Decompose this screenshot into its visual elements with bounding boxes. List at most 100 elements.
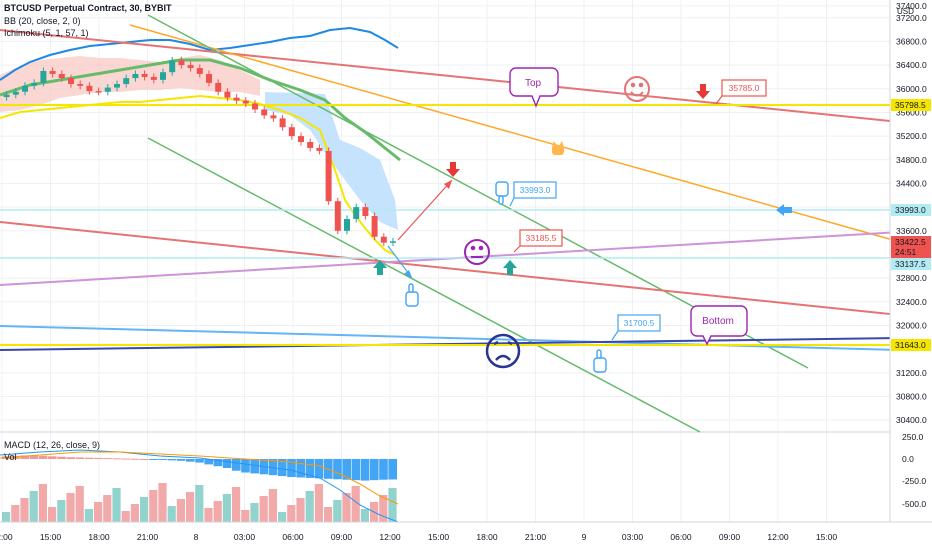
candle-body bbox=[160, 72, 166, 80]
projection-down-arrowhead bbox=[404, 270, 412, 278]
volume-bar bbox=[305, 491, 314, 522]
macd-histogram-bar bbox=[140, 459, 149, 460]
candles bbox=[3, 56, 396, 247]
candle-body bbox=[86, 85, 93, 92]
candle-body bbox=[206, 73, 212, 83]
candle-body bbox=[353, 207, 360, 219]
time-tick-label: 12:00 bbox=[767, 532, 789, 542]
candle-body bbox=[325, 150, 332, 202]
bb-indicator-label[interactable]: BB (20, close, 2, 0) bbox=[4, 16, 81, 26]
macd-histogram-bar bbox=[38, 455, 48, 459]
cat-icon bbox=[552, 141, 564, 155]
volume-bar bbox=[379, 495, 388, 522]
volume-bar bbox=[186, 492, 195, 522]
candle-body bbox=[187, 65, 194, 69]
red-trendline-mid bbox=[0, 221, 901, 316]
candle-body bbox=[169, 60, 176, 73]
macd-tick-label: 0.0 bbox=[902, 454, 914, 464]
macd-histogram-bar bbox=[232, 459, 241, 471]
projection-up-arrow bbox=[397, 179, 453, 241]
arrow-up-marker-2 bbox=[503, 260, 517, 275]
callout-33993[interactable]: 33993.0 bbox=[509, 181, 557, 207]
callout-35785[interactable]: 35785.0 bbox=[715, 79, 767, 105]
macd-histogram-bar bbox=[360, 459, 370, 481]
candle-body bbox=[22, 85, 28, 92]
time-axis[interactable] bbox=[0, 522, 932, 550]
callout-33185-text: 33185.5 bbox=[526, 233, 557, 243]
time-tick-label: 18:00 bbox=[88, 532, 110, 542]
orange-trendline bbox=[129, 24, 901, 243]
macd-histogram-bar bbox=[75, 457, 85, 459]
candle-body bbox=[279, 118, 286, 128]
time-tick-label: 8 bbox=[194, 532, 199, 542]
price-tick-label: 36800.0 bbox=[896, 36, 927, 46]
candle-body bbox=[334, 201, 341, 231]
volume-bar bbox=[20, 498, 29, 522]
macd-histogram-bar bbox=[250, 459, 259, 474]
candle-body bbox=[307, 142, 314, 148]
time-tick-label: 03:00 bbox=[622, 532, 644, 542]
volume-bar bbox=[287, 505, 296, 522]
signal-line bbox=[0, 451, 399, 505]
candle-body bbox=[270, 115, 277, 119]
macd-histogram-bar bbox=[342, 459, 351, 480]
candle-body bbox=[215, 82, 222, 92]
pointing-hand-icon-3 bbox=[593, 349, 607, 373]
candle-body bbox=[141, 73, 148, 77]
volume-bar bbox=[84, 509, 93, 522]
macd-histogram-bar bbox=[351, 459, 361, 481]
candle-body bbox=[371, 216, 378, 237]
time-tick-label: 03:00 bbox=[234, 532, 256, 542]
volume-bar bbox=[232, 487, 241, 522]
volume-bar bbox=[158, 483, 167, 522]
macd-histogram-bar bbox=[112, 458, 121, 460]
candle-body bbox=[12, 91, 19, 95]
volume-indicator-label[interactable]: Vol bbox=[4, 452, 17, 462]
macd-histogram-bar bbox=[48, 456, 57, 459]
candle-body bbox=[261, 109, 268, 116]
price-tick-label: 30800.0 bbox=[896, 391, 927, 401]
time-tick-label: 06:00 bbox=[282, 532, 304, 542]
macd-histogram-bar bbox=[370, 459, 379, 481]
volume-bar bbox=[324, 507, 333, 522]
price-tag bbox=[891, 236, 931, 248]
price-tick-label: 36400.0 bbox=[896, 60, 927, 70]
ichimoku-indicator-label[interactable]: Ichimoku (5, 1, 57, 1) bbox=[4, 28, 89, 38]
price-tag-text: 31643.0 bbox=[895, 340, 926, 350]
neutral-face-icon bbox=[464, 239, 490, 265]
macd-histogram-bar bbox=[57, 456, 66, 459]
macd-histogram-bar bbox=[296, 459, 305, 478]
macd-histogram-bar bbox=[94, 457, 103, 459]
candle-body bbox=[40, 71, 47, 83]
macd-histogram-bar bbox=[333, 459, 342, 480]
callout-bottom[interactable]: Bottom bbox=[690, 305, 748, 346]
time-tick-label: 12:00 bbox=[0, 532, 13, 542]
symbol-title[interactable]: BTCUSD Perpetual Contract, 30, BYBIT bbox=[4, 3, 172, 13]
candle-body bbox=[178, 60, 185, 66]
volume-bar bbox=[351, 486, 360, 522]
arrow-down-marker-1 bbox=[446, 162, 460, 177]
volume-bar bbox=[342, 493, 351, 522]
callout-33185[interactable]: 33185.5 bbox=[513, 229, 563, 253]
candle-body bbox=[95, 91, 102, 93]
time-tick-label: 12:00 bbox=[379, 532, 401, 542]
worried-face-icon bbox=[485, 333, 521, 369]
macd-histogram-bar bbox=[287, 459, 296, 477]
volume-bar bbox=[296, 498, 305, 522]
candle-body bbox=[233, 97, 240, 101]
volume-bar bbox=[167, 506, 176, 522]
callout-top[interactable]: Top bbox=[509, 67, 559, 108]
candle-body bbox=[3, 94, 10, 98]
callout-33993-text: 33993.0 bbox=[520, 185, 551, 195]
macd-histogram-bar bbox=[314, 459, 324, 479]
red-trendline-top bbox=[0, 29, 901, 123]
macd-histogram-bar bbox=[213, 459, 223, 467]
candle-body bbox=[224, 91, 231, 98]
macd-histogram-bar bbox=[379, 459, 388, 480]
callout-31700[interactable]: 31700.5 bbox=[611, 314, 661, 341]
macd-indicator-label[interactable]: MACD (12, 26, close, 9) bbox=[4, 440, 101, 450]
price-tag-text: 33993.0 bbox=[895, 205, 926, 215]
time-tick-label: 09:00 bbox=[719, 532, 741, 542]
pointing-hand-icon-2 bbox=[405, 283, 419, 307]
